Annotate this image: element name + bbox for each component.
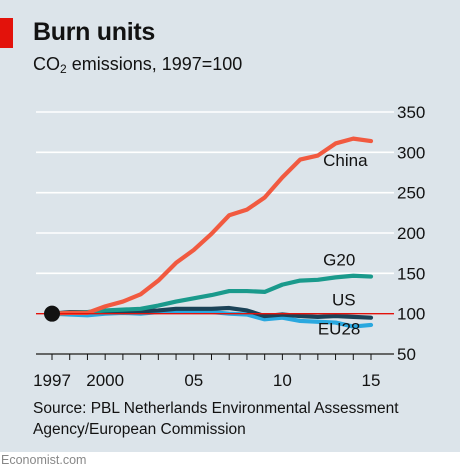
- y-tick-label-50: 50: [397, 345, 416, 364]
- series-label-g20: G20: [323, 250, 355, 269]
- chart-panel: [0, 0, 460, 452]
- brand-credit: Economist.com: [1, 453, 87, 467]
- series-line-china: [49, 136, 374, 316]
- y-tick-label-250: 250: [397, 184, 425, 203]
- chart-title: Burn units: [33, 18, 155, 46]
- x-tick-label-1997: 1997: [33, 371, 71, 390]
- base-year-marker: [44, 305, 60, 322]
- subtitle-subscript: 2: [60, 62, 67, 76]
- x-tick-label-10: 10: [273, 371, 292, 390]
- x-tick-label-2000: 2000: [86, 371, 124, 390]
- x-tick-label-05: 05: [184, 371, 203, 390]
- y-tick-label-350: 350: [397, 103, 425, 122]
- series-label-china: China: [323, 151, 368, 170]
- series-label-us: US: [332, 291, 356, 310]
- brand-red-tag: [0, 18, 13, 48]
- y-tick-label-150: 150: [397, 264, 425, 283]
- y-tick-label-200: 200: [397, 224, 425, 243]
- x-tick-label-15: 15: [362, 371, 381, 390]
- series-line-g20: [49, 273, 374, 316]
- series-label-eu28: EU28: [318, 320, 361, 339]
- y-tick-label-100: 100: [397, 305, 425, 324]
- chart-subtitle: CO2 emissions, 1997=100: [33, 54, 242, 76]
- line-chart: 50 100 150 200 250 300 350 1997 2000 05 10 15 China G…: [33, 103, 425, 390]
- subtitle-suffix: emissions, 1997=100: [66, 54, 243, 74]
- subtitle-prefix: CO: [33, 54, 60, 74]
- source-note: Source: PBL Netherlands Environmental As…: [33, 400, 399, 438]
- y-tick-label-300: 300: [397, 143, 425, 162]
